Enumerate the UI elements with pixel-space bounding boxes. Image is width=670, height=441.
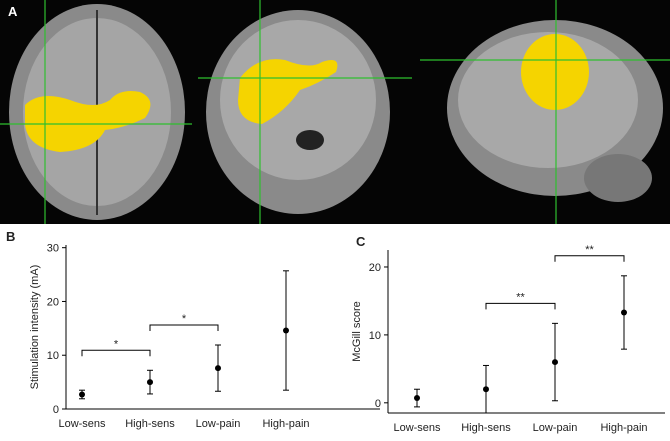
x-tick-label: High-sens [461, 422, 511, 434]
activation-blob [521, 34, 589, 110]
significance-bracket [81, 349, 151, 357]
data-point [414, 395, 420, 402]
data-point [621, 309, 627, 316]
cerebellum [584, 154, 652, 202]
significance-label: * [114, 338, 119, 350]
data-point [552, 359, 558, 366]
panel-label: A [8, 4, 18, 19]
x-tick-label: Low-pain [533, 422, 578, 434]
y-tick-label: 0 [53, 404, 59, 416]
significance-bracket [149, 324, 219, 332]
mri-panel: A [0, 0, 670, 224]
coronal-gray [220, 20, 376, 180]
y-tick-label: 10 [47, 350, 59, 362]
panel-label: B [6, 229, 15, 244]
activation-blob [238, 59, 338, 124]
significance-bracket [485, 302, 556, 310]
significance-label: ** [585, 244, 594, 256]
x-tick-label: Low-sens [393, 422, 441, 434]
y-tick-label: 30 [47, 243, 59, 255]
x-tick-label: High-pain [262, 418, 309, 430]
data-point [147, 379, 153, 386]
x-tick-label: Low-pain [196, 418, 241, 430]
ventricle [296, 130, 324, 150]
significance-bracket [554, 255, 625, 262]
y-tick-label: 20 [47, 296, 59, 308]
y-axis-label: Stimulation intensity (mA) [29, 265, 41, 390]
data-point [483, 386, 489, 393]
significance-label: * [182, 313, 187, 325]
activation-blob [25, 91, 151, 152]
panel-label: C [356, 234, 366, 249]
data-point [283, 327, 289, 334]
x-tick-label: Low-sens [58, 418, 106, 430]
y-tick-label: 20 [369, 262, 381, 274]
significance-label: ** [516, 291, 525, 303]
x-tick-label: High-sens [125, 418, 175, 430]
x-tick-label: High-pain [600, 422, 647, 434]
y-axis-label: McGill score [351, 301, 363, 362]
data-point [79, 391, 85, 398]
y-tick-label: 0 [375, 398, 381, 410]
y-tick-label: 10 [369, 330, 381, 342]
data-point [215, 365, 221, 372]
crosshairs [0, 0, 670, 224]
